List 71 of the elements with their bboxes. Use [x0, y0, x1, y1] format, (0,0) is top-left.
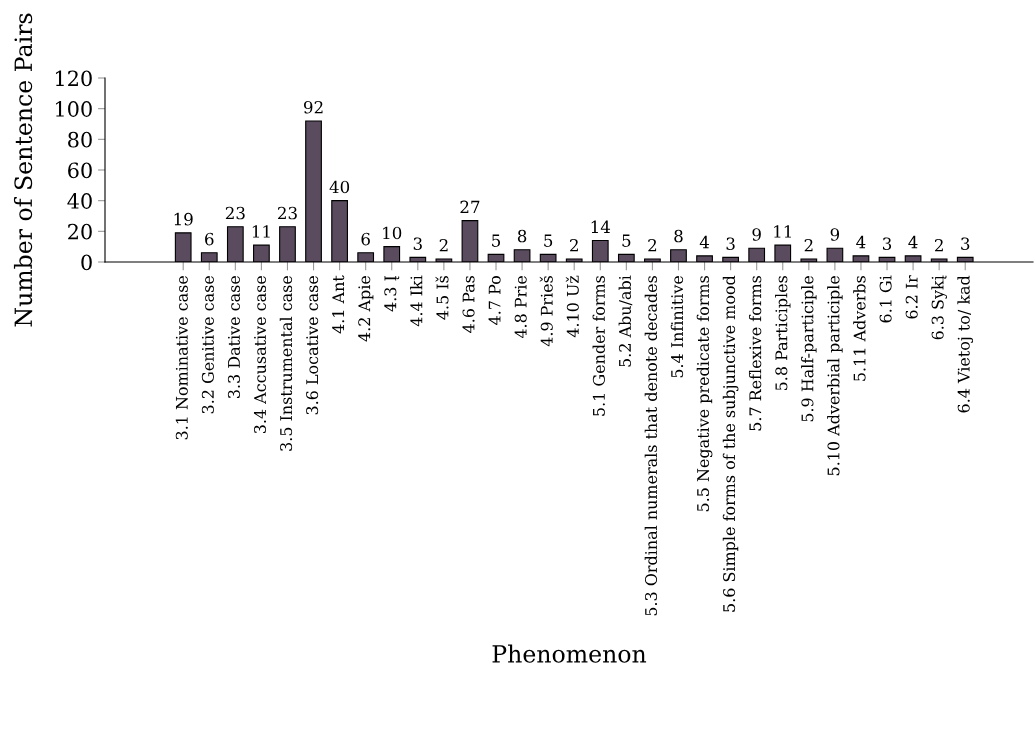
data-label: 14 [591, 220, 611, 233]
data-label: 2 [648, 238, 657, 252]
y-tick-label: 20 [68, 223, 92, 240]
x-tick-label: 6.2 Ir [905, 275, 918, 319]
y-tick-label: 60 [68, 162, 92, 179]
data-label: 6 [361, 232, 370, 246]
data-label: 10 [383, 226, 402, 240]
data-label: 2 [934, 238, 943, 252]
data-label: 2 [439, 238, 448, 252]
x-tick-label: 4.3 Į [384, 276, 400, 312]
x-tick-label: 5.4 Infinitive [670, 275, 684, 378]
x-tick-label: 3.3 Dative case [227, 275, 240, 398]
x-tick-label: 4.5 Iš [435, 276, 449, 320]
x-tick-label: 4.1 Ant [332, 275, 345, 334]
y-tick-label: 80 [68, 131, 92, 148]
data-label: 5 [622, 234, 631, 247]
data-label: 8 [517, 229, 527, 243]
x-tick-label: 4.8 Prie [514, 275, 527, 339]
x-tick-label: 4.10 Už [565, 275, 579, 338]
x-tick-label: 5.10 Adverbial participle [827, 275, 843, 476]
data-label: 3 [726, 237, 735, 250]
x-tick-label: 3.1 Nominative case [175, 275, 188, 440]
y-tick-label: 40 [67, 193, 92, 209]
x-tick-label: 3.4 Accusative case [253, 275, 267, 434]
x-tick-label: 4.6 Pas [462, 276, 475, 333]
y-axis-title: Number of Sentence Pairs [13, 13, 33, 327]
x-tick-label: 5.1 Gender forms [592, 276, 605, 416]
data-label: 3 [961, 237, 970, 250]
x-tick-label: 6.4 Vietoj to/ kad [957, 275, 974, 413]
x-tick-label: 6.3 Sykį [931, 275, 947, 340]
y-tick-label: 120 [55, 70, 92, 87]
x-tick-label: 3.5 Instrumental case [279, 275, 293, 451]
data-label: 92 [303, 100, 323, 114]
x-tick-label: 5.9 Half-participle [801, 275, 817, 422]
x-axis-title: Phenomenon [492, 644, 647, 663]
data-label: 9 [752, 228, 761, 241]
data-label: 4 [856, 235, 866, 249]
data-label: 40 [329, 180, 350, 194]
data-label: 6 [205, 232, 214, 246]
data-label: 23 [278, 206, 297, 220]
x-tick-label: 5.6 Simple forms of the subjunctive mood [722, 275, 739, 612]
x-tick-label: 4.2 Apie [358, 275, 374, 342]
data-label: 23 [225, 206, 245, 220]
data-label: 19 [174, 212, 193, 226]
data-label: 11 [252, 225, 270, 238]
x-tick-label: 5.11 Adverbs [853, 276, 866, 381]
data-label: 8 [674, 229, 683, 243]
x-tick-label: 5.7 Reflexive forms [748, 276, 762, 431]
x-tick-label: 5.2 Abu/abi [618, 275, 633, 367]
x-tick-label: 5.3 Ordinal numerals that denote decades [644, 276, 658, 616]
data-label: 4 [699, 235, 710, 249]
data-label: 4 [908, 235, 918, 249]
x-tick-label: 5.8 Participles [775, 276, 791, 391]
y-tick-label: 100 [55, 101, 92, 117]
data-label: 5 [492, 234, 501, 247]
x-tick-label: 3.6 Locative case [306, 275, 319, 415]
x-tick-label: 4.4 Iki [410, 275, 423, 327]
data-label: 2 [804, 238, 813, 252]
y-tick-label: 0 [81, 254, 92, 271]
data-label: 2 [570, 238, 578, 252]
x-tick-label: 4.7 Po [488, 276, 501, 325]
data-label: 5 [544, 234, 553, 247]
data-label: 3 [882, 237, 892, 250]
data-label: 9 [830, 228, 840, 241]
data-label: 3 [413, 237, 422, 250]
data-label: 11 [774, 225, 791, 238]
data-label: 27 [460, 200, 480, 213]
x-tick-label: 3.2 Genitive case [201, 275, 214, 414]
x-tick-label: 6.1 Gi [879, 275, 892, 323]
x-tick-label: 5.5 Negative predicate forms [696, 276, 713, 512]
x-tick-label: 4.9 Prieš [539, 276, 553, 347]
